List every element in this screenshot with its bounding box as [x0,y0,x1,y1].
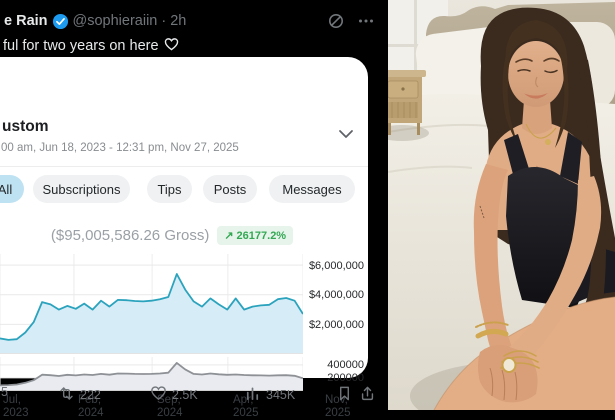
photo-illustration [388,0,615,410]
y-axis-tick-label: $4,000,000 [308,289,364,302]
gold-watch [501,357,517,373]
tab-all: All [0,175,24,203]
engagement-bar: 5 222 2.5K 345K [0,383,380,409]
share-icon [359,385,376,405]
like-count: 2.5K [172,388,198,402]
growth-badge: ↗ 26177.2% [217,226,294,245]
trend-up-arrow-icon: ↗ [224,230,234,242]
gross-earnings-row: ($95,005,586.26 Gross) ↗ 26177.2% [0,226,344,245]
photo-attachment[interactable] [380,0,615,410]
left-arm [473,164,516,366]
bodysuit-strap-left [504,134,530,178]
gross-earnings-total: ($95,005,586.26 Gross) [50,227,210,244]
views-bar-chart-icon [244,385,261,405]
face [508,41,564,107]
y-axis-tick-label: $2,000,000 [308,318,364,331]
sheet-folds [388,123,489,173]
nightstand [388,70,429,141]
like-button[interactable]: 2.5K [150,385,198,405]
repost-count: 222 [80,388,101,402]
divider [0,166,368,167]
winking-eyes [517,69,558,74]
earnings-area-chart [0,254,304,359]
repost-button[interactable]: 222 [58,385,101,405]
reply-button[interactable]: 5 [1,385,8,399]
y-axis-tick-label: 400000 [327,359,364,372]
hair-strand-left [502,50,518,144]
hair-fringe [505,20,568,72]
tab-messages: Messages [269,175,355,203]
bookmark-icon [336,385,353,405]
tweet-header: e Rain @sophieraiin · 2h [4,11,376,31]
date-range-text: 00 am, Jun 18, 2023 - 12:31 pm, Nov 27, … [1,142,239,154]
tweet-timestamp: 2h [170,13,187,29]
tweet-text: ful for two years on here [3,37,179,55]
verified-badge-icon [52,13,69,30]
reply-count: 5 [1,385,8,399]
nose [535,76,539,88]
bookmark-button[interactable] [336,385,353,405]
tab-posts: Posts [203,175,257,203]
y-axis-tick-label: $6,000,000 [308,259,364,272]
growth-percentage: 26177.2% [236,229,287,242]
heart-icon [150,385,167,405]
analytics-screenshot-image[interactable]: ustom 00 am, Jun 18, 2023 - 12:31 pm, No… [0,57,368,419]
neck [522,100,552,134]
chevron-down-icon [336,124,356,149]
right-arm [506,176,602,364]
bodysuit-strap-right [560,132,582,184]
tab-subscriptions: Subscriptions [33,175,130,203]
repost-icon [58,385,75,405]
necklace-chain [525,123,557,139]
hair-strand-right [555,52,569,148]
tweet: e Rain @sophieraiin · 2h ful for two yea… [0,11,380,419]
views-button[interactable]: 345K [244,385,295,405]
eyebrows [515,57,560,63]
necklace-pendant [545,139,551,145]
tab-tips: Tips [147,175,192,203]
finger-lines [489,367,518,401]
thigh-contour [433,296,615,410]
share-button[interactable] [359,385,376,405]
author-name[interactable]: e Rain [4,13,48,29]
author-handle[interactable]: @sophieraiin [72,13,158,29]
smile [524,93,548,99]
header-separator: · [161,13,167,29]
woman-figure [433,7,615,410]
y-axis-tick-label: 200000 [327,372,364,385]
view-count: 345K [266,388,296,402]
more-options-icon[interactable] [356,11,376,31]
date-range-preset-label: ustom [2,118,49,135]
heart-hands-emoji [164,37,179,55]
grok-icon[interactable] [326,11,346,31]
